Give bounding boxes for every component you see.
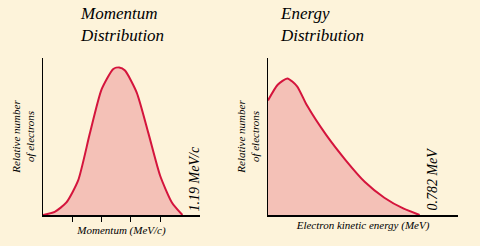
svg-text:Electron kinetic energy (MeV): Electron kinetic energy (MeV) <box>296 219 430 232</box>
svg-text:Momentum (MeV/c): Momentum (MeV/c) <box>76 224 166 237</box>
svg-text:Relative numberof electrons: Relative numberof electrons <box>235 100 261 174</box>
svg-text:MomentumDistribution: MomentumDistribution <box>80 4 164 45</box>
svg-text:Relative numberof electrons: Relative numberof electrons <box>10 100 36 174</box>
svg-text:0.782 MeV: 0.782 MeV <box>425 148 440 211</box>
svg-text:EnergyDistribution: EnergyDistribution <box>280 4 364 45</box>
svg-text:1.19 MeV/c: 1.19 MeV/c <box>187 146 202 211</box>
